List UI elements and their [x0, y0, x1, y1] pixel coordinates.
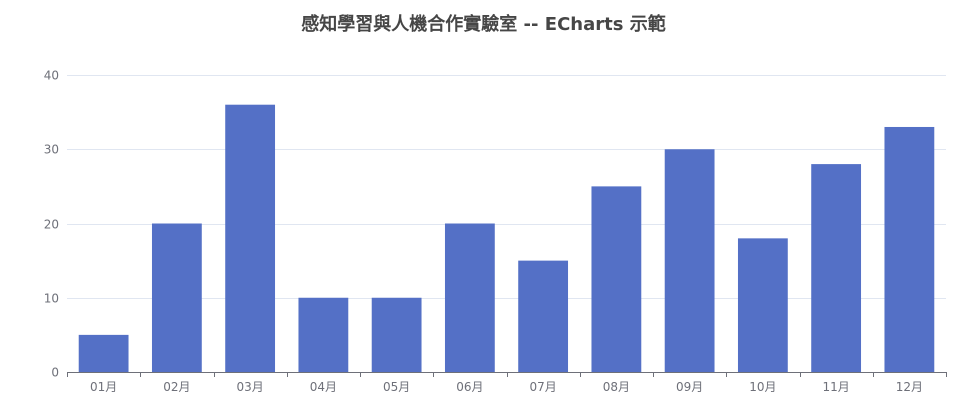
- bar-01月[interactable]: [78, 334, 129, 372]
- axes: 0 10 20 30 40 01月 02月 03月 04月 05月 06月 07月 08月 09月 10月 1…: [44, 69, 947, 394]
- chart-title: 感知學習與人機合作實驗室 -- ECharts 示範: [301, 14, 666, 35]
- y-tick-label: 0: [51, 366, 59, 380]
- x-tick-label: 04月: [310, 380, 337, 394]
- x-tick-label: 06月: [456, 380, 483, 394]
- bar-08月[interactable]: [591, 186, 642, 372]
- y-tick-label: 20: [44, 218, 59, 232]
- bars: [78, 104, 935, 373]
- x-tick-label: 09月: [676, 380, 703, 394]
- x-tick-label: 01月: [90, 380, 117, 394]
- grid-lines: [67, 75, 946, 299]
- bar-05月[interactable]: [371, 297, 422, 372]
- bar-09月[interactable]: [664, 149, 715, 372]
- bar-02月[interactable]: [151, 223, 202, 373]
- y-tick-label: 40: [44, 69, 59, 83]
- y-tick-label: 10: [44, 292, 59, 306]
- bar-07月[interactable]: [518, 260, 569, 372]
- x-tick-label: 12月: [896, 380, 923, 394]
- bar-06月[interactable]: [444, 223, 495, 373]
- bar-12月[interactable]: [884, 126, 935, 372]
- bar-11月[interactable]: [811, 164, 862, 372]
- x-tick-label: 05月: [383, 380, 410, 394]
- bar-10月[interactable]: [737, 238, 788, 372]
- bar-03月[interactable]: [225, 104, 276, 372]
- x-tick-label: 07月: [529, 380, 556, 394]
- bar-04月[interactable]: [298, 297, 349, 372]
- x-tick-label: 11月: [822, 380, 849, 394]
- x-tick-label: 08月: [603, 380, 630, 394]
- x-tick-label: 10月: [749, 380, 776, 394]
- y-tick-label: 30: [44, 143, 59, 157]
- x-tick-label: 02月: [163, 380, 190, 394]
- x-tick-label: 03月: [236, 380, 263, 394]
